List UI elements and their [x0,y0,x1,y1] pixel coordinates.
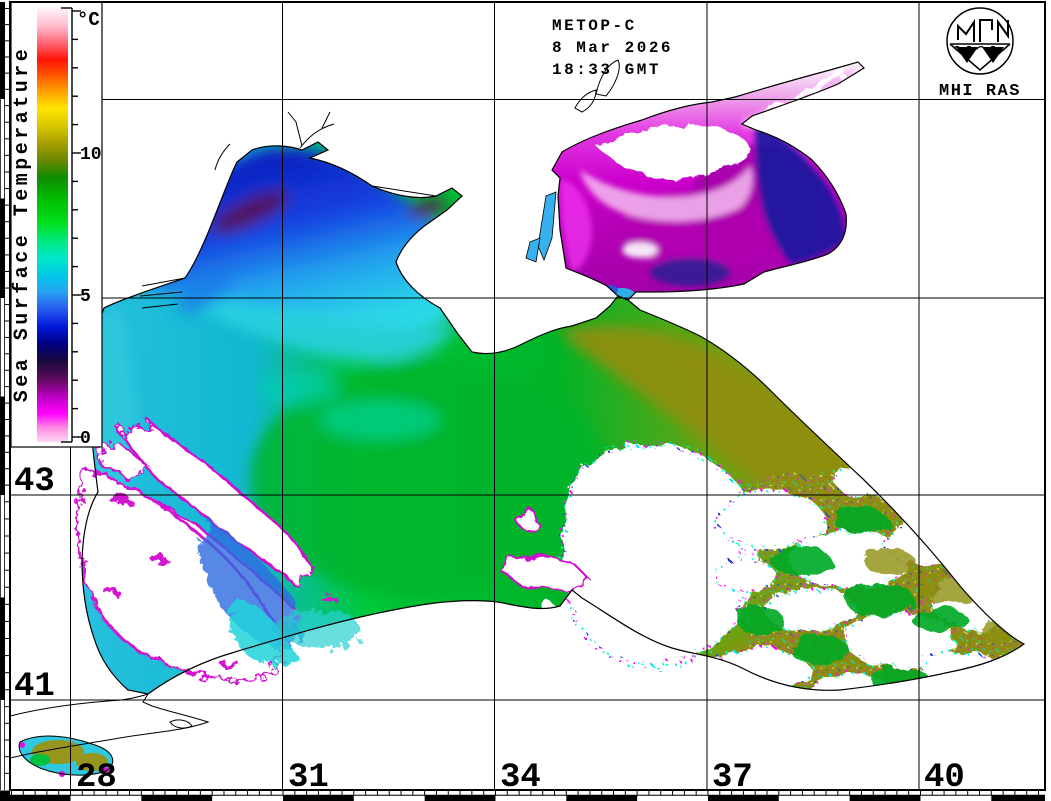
satellite-name: METOP-C [552,17,637,35]
lon-label-34: 34 [500,759,541,797]
cloud-mask-central [502,441,762,670]
logo-circle-icon [946,7,1014,75]
azov-cloud [598,123,754,180]
colorbar-tick-label: 0 [80,429,91,449]
logo-label: MHI RAS [939,82,1021,101]
colorbar-axis: 10 5 0 [61,7,102,449]
colorbar-tick-label: 10 [80,145,102,165]
acquisition-date: 8 Mar 2026 [552,39,673,57]
logo-waves-icon [956,47,1004,63]
lon-label-37: 37 [712,759,753,797]
colorbar-tick-label: 5 [80,287,91,307]
header-info: METOP-C 8 Mar 2026 18:33 GMT [552,17,673,79]
cloud-mask-southwest [75,422,360,682]
sivash-lagoon [537,191,557,262]
lon-label-31: 31 [288,759,329,797]
colorbar-title: Sea Surface Temperature [11,46,34,403]
logo: MHI RAS [939,7,1021,101]
lon-label-40: 40 [924,759,965,797]
lat-label-41: 41 [14,668,55,706]
colorbar-gradient [37,5,68,442]
colorbar-panel: 10 5 0 °C Sea Surface Temperature [10,1,103,449]
institute-emblem-icon [949,18,1011,72]
acquisition-time: 18:33 GMT [552,61,661,79]
coastlines [10,59,1025,759]
lat-label-43: 43 [14,463,55,501]
azov-se-cold-band [755,122,846,264]
lon-label-28: 28 [76,759,117,797]
coordinate-labels: 28 31 34 37 40 43 41 [14,463,965,797]
colorbar-unit: °C [77,9,100,31]
logo-wave-line-icon [953,45,1003,51]
